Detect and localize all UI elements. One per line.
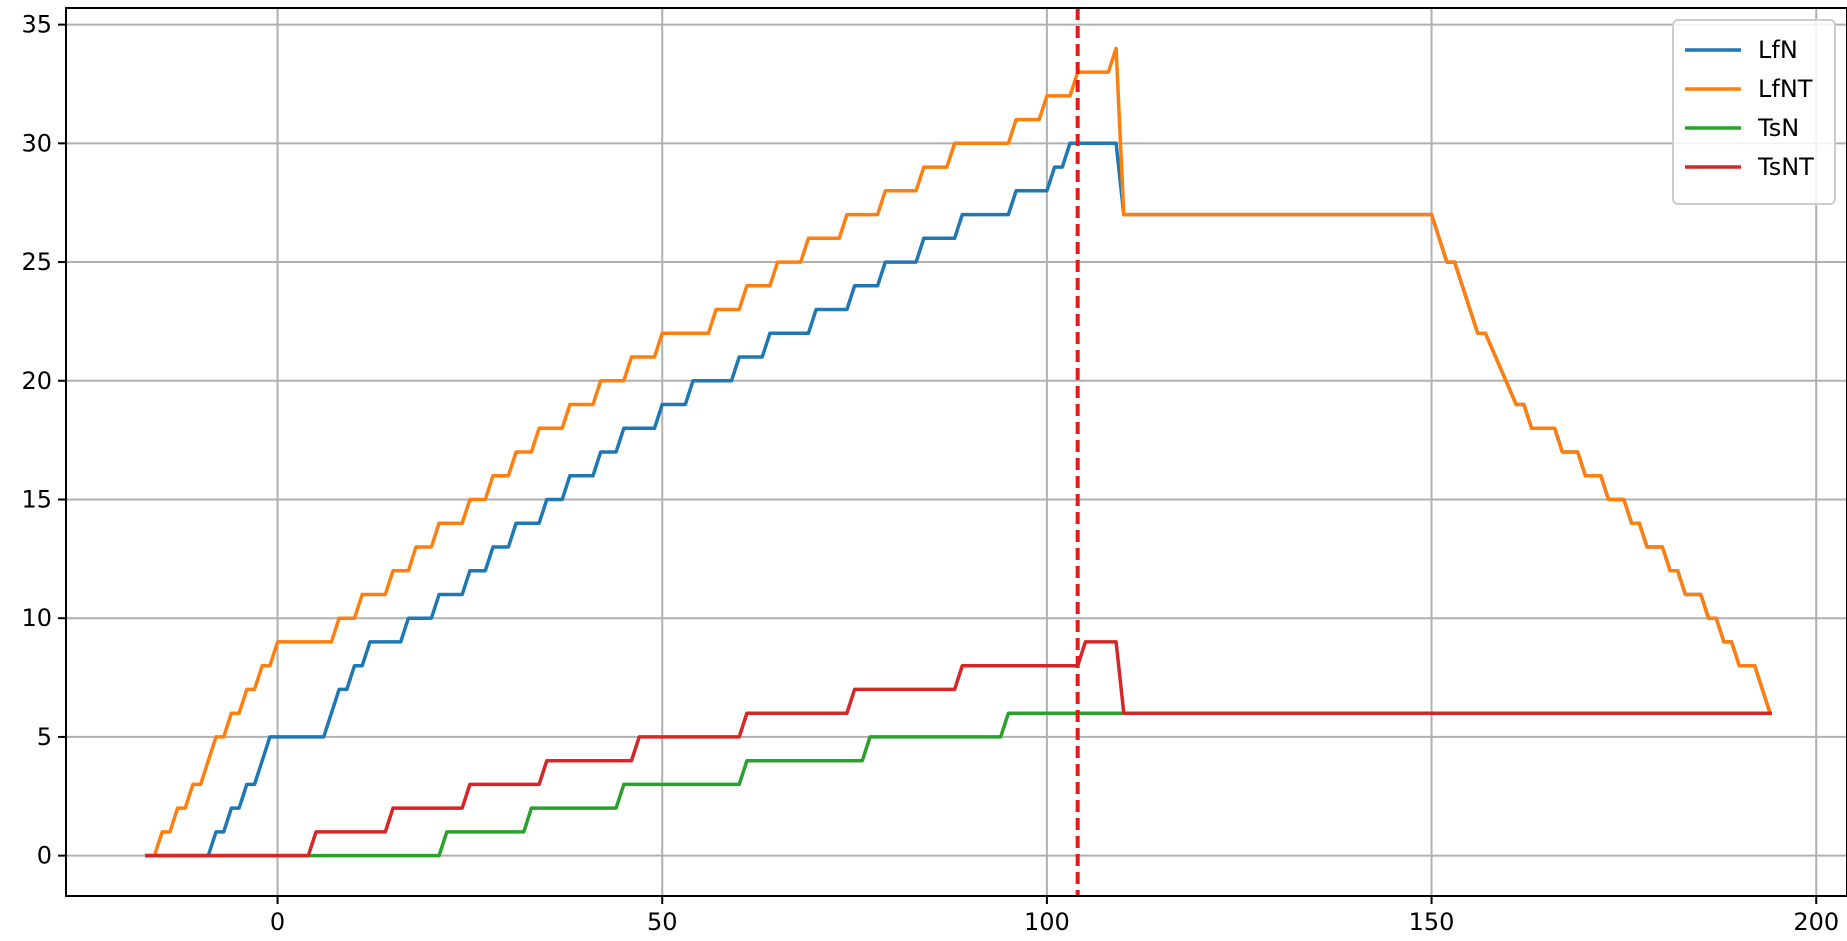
x-tick-label: 100	[1024, 908, 1070, 936]
x-tick-label: 150	[1409, 908, 1455, 936]
series-line-tsn	[145, 711, 1772, 858]
legend: LfN LfNT TsN TsNT	[1672, 19, 1836, 205]
series-lines	[145, 46, 1773, 858]
legend-label-lfnt: LfNT	[1758, 75, 1813, 103]
axis-ticks: 0 50 100 150 200 0 5 10 15 20 25 30 35	[21, 11, 1839, 936]
y-tick-label: 0	[37, 842, 52, 870]
x-tick-label: 50	[647, 908, 678, 936]
legend-label-lfn: LfN	[1758, 36, 1798, 64]
legend-label-tsn: TsN	[1757, 114, 1799, 142]
series-line-tsnt	[145, 640, 1772, 858]
series-line-lfnt	[145, 46, 1773, 858]
y-tick-label: 25	[21, 248, 52, 276]
legend-label-tsnt: TsNT	[1757, 153, 1814, 181]
x-tick-label: 0	[270, 908, 285, 936]
legend-box	[1672, 19, 1836, 205]
x-tick-label: 200	[1793, 908, 1839, 936]
plot-area-frame	[65, 7, 1847, 897]
y-tick-label: 15	[21, 485, 52, 513]
grid	[66, 8, 1847, 896]
y-tick-label: 20	[21, 367, 52, 395]
y-tick-label: 30	[21, 129, 52, 157]
y-tick-label: 5	[37, 723, 52, 751]
y-tick-label: 10	[21, 604, 52, 632]
y-tick-label: 35	[21, 11, 52, 39]
